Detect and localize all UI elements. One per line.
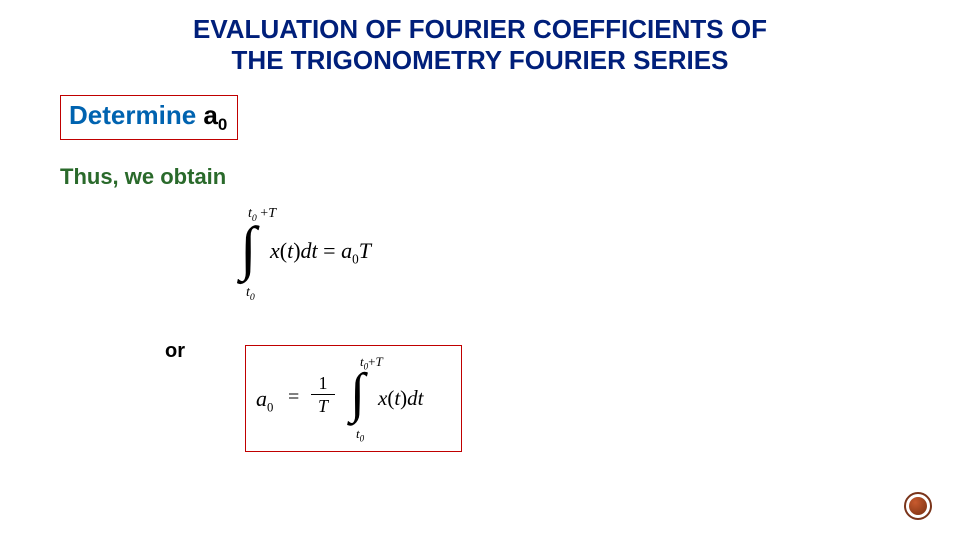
eq1-body: x(t)dt = a0T	[270, 238, 371, 267]
thus-we-obtain-text: Thus, we obtain	[60, 164, 226, 190]
a-letter: a	[203, 100, 217, 130]
eq1-lower-limit: t0	[246, 285, 255, 303]
eq2-integrand: x(t)dt	[378, 386, 424, 411]
a-subscript: 0	[218, 115, 227, 134]
frac-bar	[311, 394, 335, 395]
determine-word: Determine	[69, 100, 196, 130]
eq2-lower-limit: t0	[356, 426, 364, 444]
slide-title: EVALUATION OF FOURIER COEFFICIENTS OF TH…	[0, 14, 960, 76]
slide-badge-icon	[904, 492, 932, 520]
equals-sign: =	[288, 386, 299, 409]
fraction-one-over-T: 1 T	[311, 374, 335, 415]
badge-inner-circle	[909, 497, 927, 515]
a0-symbol: a0	[203, 100, 227, 130]
equation-integral-equals-a0T: t0 +T ∫ t0 x(t)dt = a0T	[230, 206, 430, 306]
frac-denominator: T	[311, 397, 335, 415]
slide: EVALUATION OF FOURIER COEFFICIENTS OF TH…	[0, 0, 960, 540]
determine-a0-box: Determine a0	[60, 95, 238, 140]
eq2-lhs-a: a	[256, 386, 267, 411]
equation-a0-formula: a0 = 1 T t0+T ∫ t0 x(t)dt	[246, 346, 461, 451]
title-line-2: THE TRIGONOMETRY FOURIER SERIES	[232, 45, 729, 75]
integral-sign-icon: ∫	[240, 218, 256, 278]
eq2-lhs-sub: 0	[267, 400, 273, 414]
integral-sign-icon: ∫	[350, 365, 365, 420]
title-line-1: EVALUATION OF FOURIER COEFFICIENTS OF	[193, 14, 767, 44]
frac-numerator: 1	[311, 374, 335, 392]
eq2-lhs: a0	[256, 386, 273, 415]
or-text: or	[165, 340, 185, 363]
equation-a0-formula-box: a0 = 1 T t0+T ∫ t0 x(t)dt	[245, 345, 462, 452]
